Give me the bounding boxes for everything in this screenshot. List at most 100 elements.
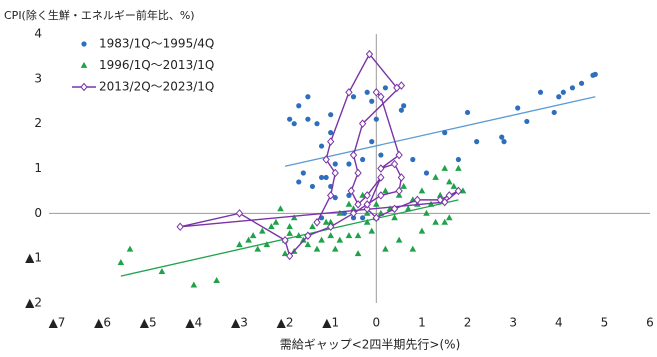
point <box>551 109 557 116</box>
point <box>304 231 312 241</box>
point <box>281 250 289 257</box>
point <box>578 80 585 86</box>
point <box>364 89 370 95</box>
point <box>397 81 406 90</box>
point <box>363 200 371 209</box>
point <box>318 143 325 149</box>
point <box>390 204 399 214</box>
point <box>322 155 330 164</box>
point <box>313 218 321 227</box>
legend-label: 1983/1Q～1995/4Q <box>99 37 214 51</box>
point <box>350 205 357 212</box>
point <box>345 232 353 239</box>
x-tick-label: 3 <box>509 316 517 330</box>
point <box>322 218 330 225</box>
point <box>413 195 422 205</box>
point <box>117 259 125 266</box>
point <box>190 281 198 288</box>
point <box>336 236 344 243</box>
point <box>537 89 544 95</box>
point <box>245 236 252 243</box>
point <box>349 209 358 218</box>
legend-marker <box>80 82 88 92</box>
point <box>328 112 334 118</box>
point <box>359 191 366 198</box>
point <box>331 245 339 252</box>
point <box>524 118 530 125</box>
point <box>314 121 320 127</box>
point <box>347 186 355 196</box>
point <box>373 200 380 207</box>
point <box>455 164 462 171</box>
y-tick-label: 4 <box>34 27 42 41</box>
point <box>445 178 453 185</box>
point <box>327 137 335 146</box>
point <box>323 174 329 181</box>
trendline <box>284 96 596 167</box>
point <box>372 213 380 223</box>
point <box>441 197 449 207</box>
point <box>236 241 243 248</box>
x-tick-label: ▲6 <box>94 316 111 330</box>
x-tick-label: 6 <box>646 316 654 330</box>
point <box>360 215 366 221</box>
point <box>346 192 352 198</box>
point <box>404 205 412 212</box>
point <box>441 218 449 225</box>
x-tick-label: ▲2 <box>277 316 294 330</box>
point <box>272 218 280 225</box>
point <box>358 119 367 128</box>
point <box>441 164 449 171</box>
x-tick-label: 1 <box>418 316 426 330</box>
point <box>249 232 257 239</box>
point <box>432 218 439 225</box>
point <box>331 168 339 178</box>
point <box>409 245 417 252</box>
y-tick-label: 1 <box>34 161 42 175</box>
point <box>365 49 374 59</box>
point <box>455 156 462 163</box>
point <box>354 200 362 209</box>
point <box>474 139 480 145</box>
point <box>268 223 275 230</box>
point <box>350 94 357 100</box>
point <box>395 150 403 160</box>
point <box>263 241 271 248</box>
point <box>432 173 439 180</box>
point <box>296 103 302 109</box>
point <box>390 159 399 169</box>
point <box>287 116 293 122</box>
point <box>363 218 371 225</box>
point <box>290 214 298 221</box>
point <box>401 103 407 109</box>
point <box>158 268 166 275</box>
point <box>445 191 453 200</box>
point <box>291 121 297 127</box>
point <box>304 241 312 248</box>
point <box>464 109 471 116</box>
point <box>423 170 430 176</box>
point <box>305 116 311 122</box>
point <box>369 98 375 104</box>
point <box>459 187 467 194</box>
point <box>277 205 284 212</box>
point <box>501 139 507 145</box>
point <box>418 187 426 194</box>
point <box>410 156 416 163</box>
point <box>372 88 380 97</box>
y-tick-label: ▲1 <box>25 251 42 265</box>
point <box>327 232 334 239</box>
point <box>391 214 398 221</box>
point <box>454 186 463 196</box>
point <box>373 116 379 122</box>
point <box>332 161 338 167</box>
point <box>499 134 505 140</box>
point <box>423 209 430 216</box>
point <box>377 191 385 200</box>
point <box>213 276 220 283</box>
point <box>176 222 184 232</box>
point <box>378 152 384 158</box>
point <box>336 209 344 216</box>
point <box>318 174 325 181</box>
